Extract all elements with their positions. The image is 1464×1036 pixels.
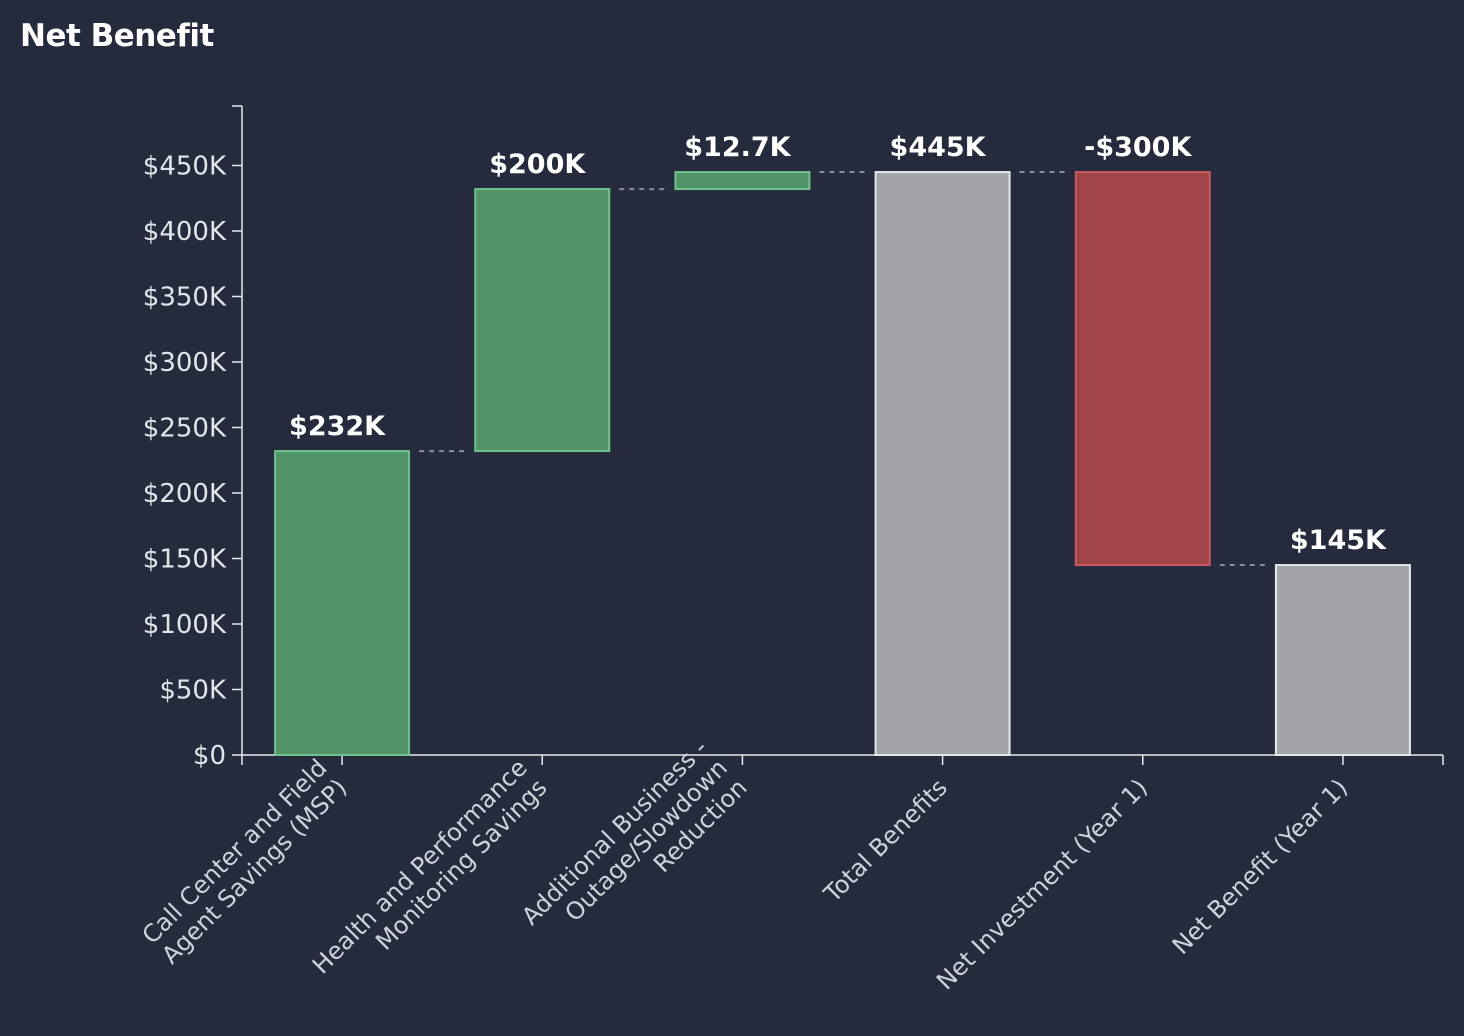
category-label-line: Net Investment (Year 1) [931,773,1153,995]
connector-lines [419,171,1270,567]
y-tick-label: $250K [143,414,227,444]
category-label: Net Benefit (Year 1) [1167,773,1353,959]
y-tick-label: $0 [193,741,226,771]
bar [1074,171,1211,567]
y-tick-label: $150K [143,545,227,575]
category-label: Total Benefits [818,773,953,908]
bar [274,450,411,756]
y-tick-label: $400K [143,217,227,247]
x-axis [242,754,1444,765]
y-tick-label: $200K [143,479,227,509]
category-label-line: Net Benefit (Year 1) [1167,773,1353,959]
bars [274,171,1411,757]
y-tick-label: $50K [159,676,227,706]
y-tick-label: $450K [143,152,227,182]
y-tick-label: $350K [143,283,227,313]
category-label: Net Investment (Year 1) [931,773,1153,995]
bar [474,188,611,453]
category-label-line: Call Center and Field [137,754,333,950]
category-label-line: Agent Savings (MSP) [156,773,352,969]
bar [874,171,1011,757]
bar [674,171,811,191]
category-label-line: Monitoring Savings [370,773,552,955]
data-label: $12.7K [684,132,791,163]
data-label: $445K [890,132,987,163]
category-label: Additional Business -Outage/SlowdownRedu… [516,734,752,970]
y-tick-label: $300K [143,348,227,378]
category-label: Call Center and FieldAgent Savings (MSP) [137,754,353,970]
data-labels: $232K $200K $12.7K $445K -$300K $145K [289,132,1387,556]
category-labels: Call Center and FieldAgent Savings (MSP)… [137,734,1354,995]
bar [1274,564,1411,756]
category-label-line: Total Benefits [818,773,953,908]
y-tick-label: $100K [143,610,227,640]
data-label: $200K [489,149,586,180]
data-label: $232K [289,411,386,442]
data-label: $145K [1290,525,1387,556]
chart-title: Net Benefit [20,18,214,54]
y-axis: $0 $50K $100K $150K $200K $250K $300K $350K $400… [143,105,243,771]
data-label: -$300K [1084,132,1192,163]
